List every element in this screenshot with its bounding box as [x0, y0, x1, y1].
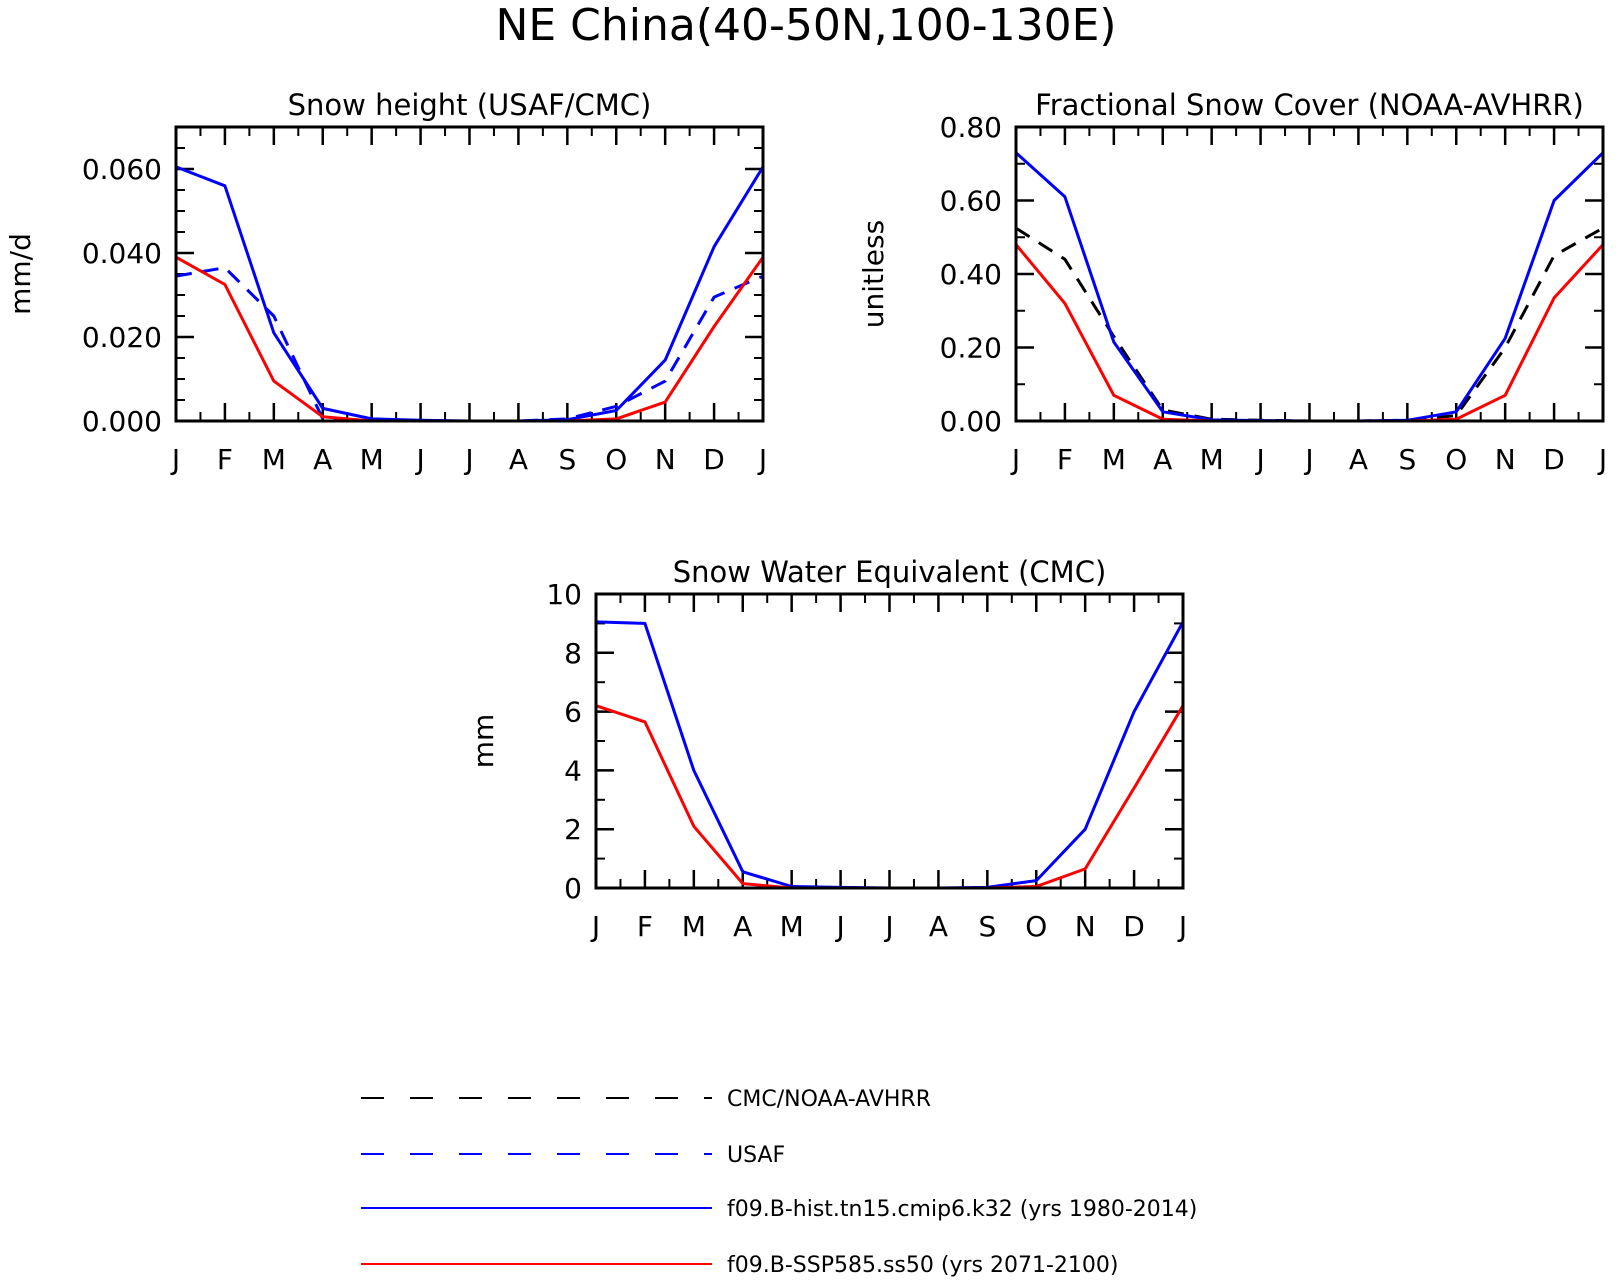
y-axis-label: mm — [467, 714, 500, 769]
panels: Snow height (USAF/CMC)mm/dJ F M A M J J A S O N D J0… — [4, 88, 1607, 943]
figure-title: NE China(40-50N,100-130E) — [495, 0, 1116, 51]
y-tick-label: 10 — [546, 578, 582, 611]
x-tick-label: M — [780, 910, 804, 943]
panel-fractional-snow-cover: Fractional Snow Cover (NOAA-AVHRR) unitle… — [857, 88, 1607, 476]
y-axis-label: unitless — [857, 220, 890, 328]
x-tick-label: J — [834, 910, 844, 943]
x-tick-label: J — [463, 443, 473, 476]
x-tick-label: M — [360, 443, 384, 476]
plot-frame — [174, 125, 765, 423]
panel-snow-height: Snow height (USAF/CMC)mm/dJ F M A M J J A S O N D J0… — [4, 88, 767, 476]
panel-title: Fractional Snow Cover (NOAA-AVHRR) — [1035, 88, 1584, 122]
series-line-usaf — [175, 266, 764, 423]
y-tick-label: 2 — [564, 813, 582, 846]
x-tick-label: J — [1177, 910, 1187, 943]
legend-label: USAF — [727, 1143, 785, 1168]
y-tick-label: 0.060 — [82, 153, 162, 186]
y-tick-label: 0.040 — [82, 237, 162, 270]
x-tick-label: A — [929, 910, 948, 943]
plot-frame — [594, 592, 1185, 890]
y-tick-label: 0 — [564, 872, 582, 905]
y-tick-label: 0.000 — [82, 405, 162, 438]
legend-item: f09.B-SSP585.ss50 (yrs 2071-2100) — [361, 1253, 1118, 1278]
x-tick-label: O — [605, 443, 627, 476]
x-tick-label: J — [414, 443, 424, 476]
legend: CMC/NOAA-AVHRR USAF f09.B-hist.tn15.cmip6.… — [361, 1087, 1197, 1278]
y-tick-label: 0.00 — [940, 405, 1002, 438]
x-tick-label: M — [1102, 443, 1126, 476]
x-tick-label: S — [1398, 443, 1416, 476]
x-tick-label: S — [978, 910, 996, 943]
x-tick-label: F — [637, 910, 653, 943]
legend-item: f09.B-hist.tn15.cmip6.k32 (yrs 1980-2014… — [361, 1197, 1197, 1222]
legend-item: USAF — [361, 1143, 785, 1168]
y-tick-label: 0.80 — [940, 111, 1002, 144]
panel-title: Snow Water Equivalent (CMC) — [673, 555, 1107, 589]
x-tick-label: A — [733, 910, 752, 943]
x-tick-label: N — [1495, 443, 1516, 476]
legend-label: CMC/NOAA-AVHRR — [727, 1087, 931, 1112]
x-tick-label: A — [313, 443, 332, 476]
series-line-f09-b-hist-tn15-cmip6-k32-yrs-1980-2014- — [175, 165, 765, 423]
series-line-f09-b-ssp585-ss50-yrs-2071-2100- — [595, 704, 1185, 890]
legend-item: CMC/NOAA-AVHRR — [361, 1087, 931, 1112]
y-tick-label: 0.60 — [940, 185, 1002, 218]
x-tick-label: J — [1254, 443, 1264, 476]
series-line-f09-b-hist-tn15-cmip6-k32-yrs-1980-2014- — [1014, 151, 1605, 423]
y-tick-label: 6 — [564, 696, 582, 729]
x-tick-label: J — [757, 443, 767, 476]
y-tick-label: 8 — [564, 637, 582, 670]
legend-label: f09.B-SSP585.ss50 (yrs 2071-2100) — [727, 1253, 1118, 1278]
x-tick-label: F — [217, 443, 233, 476]
x-tick-label: A — [509, 443, 528, 476]
x-tick-label: M — [262, 443, 286, 476]
panel-title: Snow height (USAF/CMC) — [288, 88, 652, 122]
x-tick-label: J — [1597, 443, 1607, 476]
y-tick-label: 0.020 — [82, 321, 162, 354]
panel-snow-water-equivalent: Snow Water Equivalent (CMC)mmJ F M A M J J A S O N… — [467, 555, 1187, 943]
x-tick-label: J — [590, 910, 600, 943]
x-tick-label: M — [1200, 443, 1224, 476]
series-line-cmc-noaa-avhrr — [1015, 226, 1604, 423]
x-tick-label: J — [1303, 443, 1313, 476]
x-tick-label: D — [703, 443, 725, 476]
x-tick-label: J — [883, 910, 893, 943]
x-tick-label: N — [1075, 910, 1096, 943]
x-tick-label: J — [1010, 443, 1020, 476]
x-tick-label: N — [655, 443, 676, 476]
legend-label: f09.B-hist.tn15.cmip6.k32 (yrs 1980-2014… — [727, 1197, 1197, 1222]
x-tick-label: D — [1543, 443, 1565, 476]
x-tick-label: M — [682, 910, 706, 943]
x-tick-label: D — [1123, 910, 1145, 943]
x-tick-label: O — [1445, 443, 1467, 476]
series-line-f09-b-ssp585-ss50-yrs-2071-2100- — [1014, 243, 1605, 423]
plot-frame — [1014, 125, 1605, 423]
series-line-f09-b-hist-tn15-cmip6-k32-yrs-1980-2014- — [595, 620, 1185, 890]
y-tick-label: 4 — [564, 754, 582, 787]
x-tick-label: A — [1153, 443, 1172, 476]
x-tick-label: A — [1349, 443, 1368, 476]
x-tick-label: O — [1025, 910, 1047, 943]
x-tick-label: F — [1057, 443, 1073, 476]
y-tick-label: 0.40 — [940, 258, 1002, 291]
y-tick-label: 0.20 — [940, 332, 1002, 365]
y-axis-label: mm/d — [4, 233, 37, 315]
x-tick-label: J — [170, 443, 180, 476]
x-tick-label: S — [558, 443, 576, 476]
